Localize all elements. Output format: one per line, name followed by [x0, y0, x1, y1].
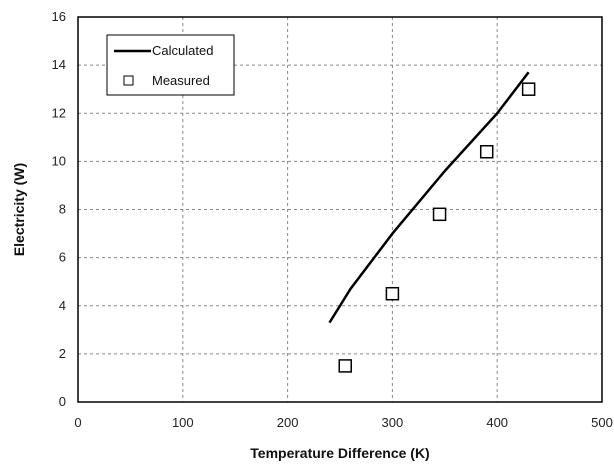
- x-tick-label: 300: [382, 415, 404, 430]
- measured-point: [479, 145, 494, 159]
- x-tick-label: 200: [277, 415, 299, 430]
- x-tick-label: 0: [74, 415, 81, 430]
- x-tick-labels: 0 100 200 300 400 500: [74, 415, 612, 430]
- x-axis-title: Temperature Difference (K): [250, 445, 429, 461]
- y-tick-label: 12: [52, 105, 66, 120]
- legend-measured-marker: [123, 75, 134, 86]
- measured-point: [385, 286, 400, 301]
- y-axis-title: Electricity (W): [11, 163, 27, 256]
- plot-area: [77, 16, 603, 403]
- y-tick-label: 8: [59, 202, 66, 217]
- series-layer: [328, 71, 536, 373]
- y-tick-labels: 0 2 4 6 8 10 12 14 16: [52, 9, 66, 409]
- y-tick-label: 0: [59, 394, 66, 409]
- y-tick-label: 10: [52, 153, 66, 168]
- grid-lines: [78, 17, 602, 402]
- y-tick-label: 2: [59, 346, 66, 361]
- legend: Calculated Measured: [106, 34, 235, 96]
- measured-point: [432, 207, 447, 222]
- x-tick-label: 500: [591, 415, 613, 430]
- series-calculated-line: [328, 71, 530, 324]
- measured-point: [338, 359, 352, 373]
- measured-point: [521, 82, 536, 96]
- y-tick-label: 6: [59, 250, 66, 265]
- x-tick-label: 400: [486, 415, 508, 430]
- legend-measured-label: Measured: [152, 73, 210, 88]
- y-tick-label: 16: [52, 9, 66, 24]
- legend-calculated-label: Calculated: [152, 43, 213, 58]
- x-tick-label: 100: [172, 415, 194, 430]
- y-tick-label: 14: [52, 57, 66, 72]
- y-tick-label: 4: [59, 298, 66, 313]
